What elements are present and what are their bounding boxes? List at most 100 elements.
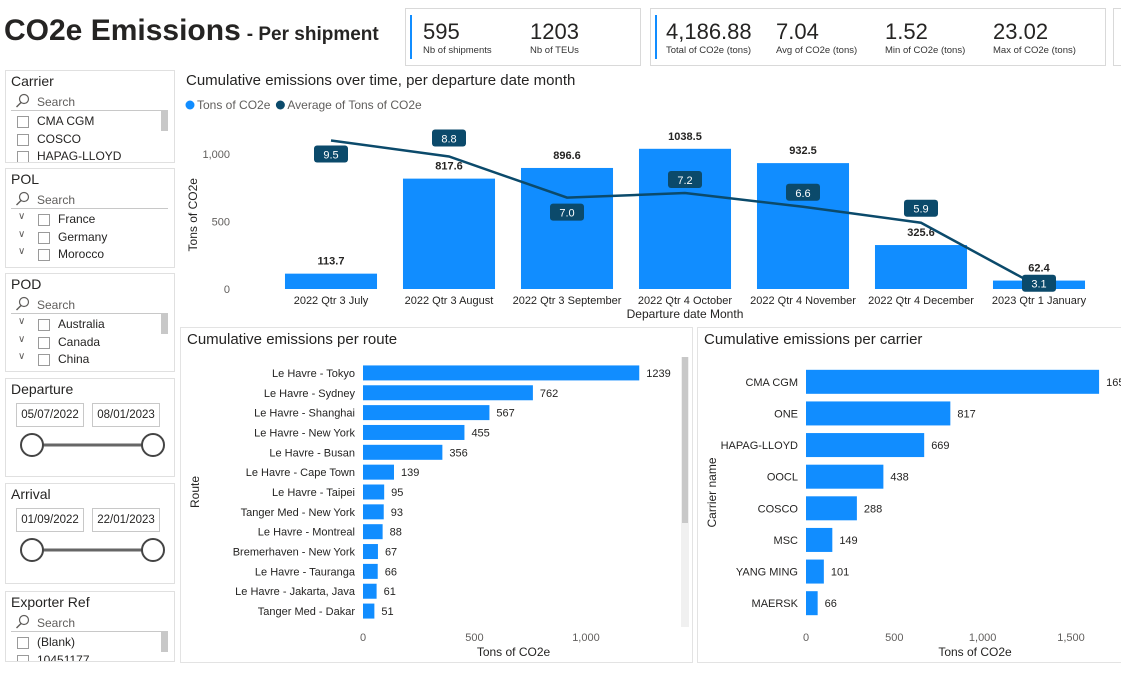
date-from[interactable]: 05/07/2022 (16, 403, 84, 427)
slicer-title: POL (11, 171, 40, 187)
y-tick-label: CMA CGM (745, 377, 798, 389)
x-tick-label: 1,500 (1057, 632, 1085, 644)
slicer-item[interactable]: HAPAG-LLOYD (17, 149, 167, 162)
item-label: CMA CGM (37, 114, 95, 128)
data-label: 567 (496, 408, 514, 420)
slider-handle[interactable] (20, 538, 44, 562)
date-to[interactable]: 08/01/2023 (92, 403, 160, 427)
search-placeholder[interactable]: Search (37, 616, 76, 630)
x-tick-label: 500 (465, 632, 483, 644)
date-from[interactable]: 01/09/2022 (16, 508, 84, 532)
data-label-box (432, 129, 466, 147)
search-placeholder[interactable]: Search (37, 193, 76, 207)
slicer-item[interactable]: ∨ Germany (18, 228, 168, 246)
data-label-box (314, 145, 348, 163)
kpi-card: 595 Nb of shipments 1203 Nb of TEUs (405, 8, 641, 66)
y-tick-label: Le Havre - Cape Town (246, 467, 355, 479)
chart: Cumulative emissions over time, per depa… (185, 72, 1087, 321)
data-label: 669 (931, 440, 949, 452)
x-tick-label: 0 (803, 632, 809, 644)
y-tick-label: YANG MING (736, 567, 798, 579)
item-label: (Blank) (37, 635, 76, 649)
search-box: Search (11, 93, 168, 111)
range-slider[interactable] (6, 536, 174, 566)
checkbox (38, 231, 50, 244)
chart-title: Cumulative emissions per route (187, 331, 397, 348)
checkbox (17, 116, 29, 128)
data-label: 356 (449, 447, 467, 459)
range-slider[interactable] (6, 431, 174, 461)
slicer-title: POD (11, 276, 42, 292)
expand-chevron: ∨ (18, 228, 26, 240)
data-label: 438 (890, 472, 908, 484)
y-tick-label: HAPAG-LLOYD (721, 440, 798, 452)
data-label: 139 (401, 467, 419, 479)
checkbox (38, 319, 50, 331)
slicer: POL Search ∨ France ∨ Germany ∨ Morocco (5, 168, 175, 268)
item-label: Canada (58, 334, 101, 349)
data-label: 88 (390, 527, 402, 539)
kpi-label: Min of CO2e (tons) (885, 45, 966, 56)
kpi-label: Max of CO2e (tons) (993, 45, 1076, 56)
data-label: 932.5 (789, 145, 817, 157)
slicer-item[interactable]: ∨ France (18, 211, 168, 228)
search-placeholder[interactable]: Search (37, 298, 76, 312)
data-label: 1239 (646, 368, 670, 380)
data-label: 817.6 (435, 161, 463, 173)
y-tick-label: Tanger Med - Dakar (258, 606, 356, 618)
data-label: 101 (831, 567, 849, 579)
y-tick-label: 0 (224, 284, 230, 296)
search-placeholder[interactable]: Search (37, 95, 76, 109)
checkbox (38, 354, 50, 366)
data-label: 3.1 (1031, 279, 1046, 291)
data-label: 1659 (1106, 377, 1121, 389)
slicer: Departure 05/07/2022 08/01/2023 (5, 378, 175, 477)
slicer-item[interactable]: ∨ Morocco (18, 246, 168, 263)
bar (363, 524, 383, 540)
slider-handle[interactable] (141, 538, 165, 562)
y-tick-label: 500 (212, 217, 230, 229)
bar (363, 365, 640, 381)
slicer-title: Exporter Ref (11, 594, 90, 610)
kpi-value: 23.02 (993, 19, 1049, 44)
data-label: 51 (381, 606, 393, 618)
slicer-item[interactable]: CMA CGM (17, 114, 167, 130)
bar (806, 496, 857, 521)
bar (806, 591, 818, 616)
slider-handle[interactable] (20, 433, 44, 457)
legend-label: Average of Tons of CO2e (287, 98, 422, 112)
date-to[interactable]: 22/01/2023 (92, 508, 160, 532)
slicer-item[interactable]: ∨ Australia (18, 316, 168, 333)
y-tick-label: Le Havre - Busan (269, 447, 355, 459)
chart-panel: Cumulative emissions per route 0 500 1,000 T… (180, 327, 693, 663)
item-label: Australia (58, 317, 105, 331)
slicer-item[interactable]: ∨ Canada (18, 334, 168, 351)
slicer-item[interactable]: (Blank) (17, 635, 167, 651)
slicer-item[interactable]: COSCO (17, 132, 167, 148)
y-tick-label: Bremerhaven - New York (233, 547, 356, 559)
item-label: COSCO (37, 131, 82, 146)
bar (363, 484, 385, 500)
data-label: 288 (864, 503, 882, 515)
data-label: 113.7 (318, 256, 345, 268)
slicer-item[interactable]: ∨ China (18, 351, 168, 368)
x-tick-label: 2022 Qtr 4 November (750, 295, 856, 307)
y-tick-label: Le Havre - Sydney (264, 388, 356, 400)
y-tick-label: Le Havre - Tauranga (255, 566, 356, 578)
slicer: Carrier Search CMA CGM COSCO HAPAG-LLOYD (5, 70, 175, 163)
bar (363, 544, 378, 560)
data-label: 896.6 (553, 150, 581, 162)
kpi-value: 1203 (530, 19, 579, 44)
card-accent (410, 15, 412, 59)
y-axis-title: Route (188, 476, 202, 508)
data-label: 149 (839, 535, 857, 547)
x-tick-label: 2022 Qtr 4 October (638, 295, 732, 307)
y-tick-label: 1,000 (202, 149, 230, 161)
slider-handle[interactable] (141, 433, 165, 457)
bar (806, 369, 1100, 394)
x-axis-title: Tons of CO2e (938, 645, 1012, 659)
data-label-box (786, 183, 820, 201)
y-tick-label: OOCL (767, 472, 798, 484)
slicer-item[interactable]: 10451177 (17, 653, 167, 661)
subtitle: - Per shipment (246, 24, 379, 45)
